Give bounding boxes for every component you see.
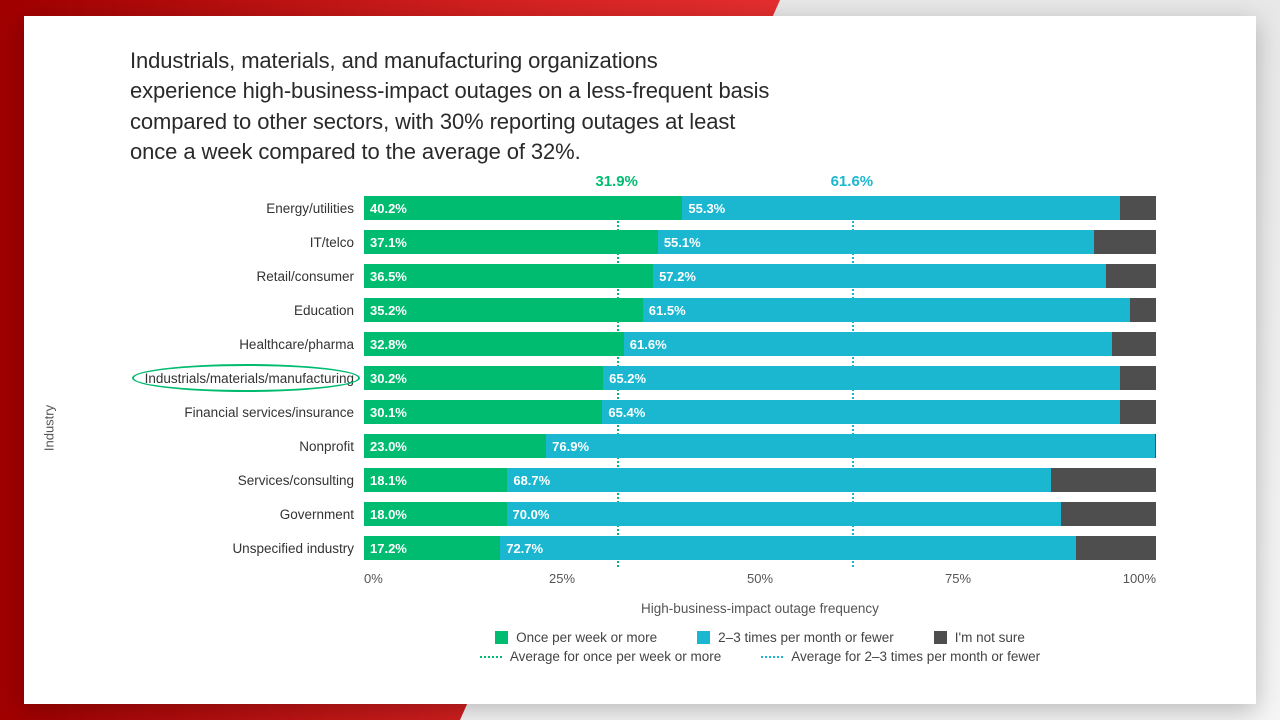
bar-track: 23.0%76.9% (364, 434, 1156, 458)
chart-row: Energy/utilities40.2%55.3% (130, 191, 1156, 225)
bar-track: 18.0%70.0% (364, 502, 1156, 526)
bar-seg-green: 18.0% (364, 502, 507, 526)
legend-label-green: Once per week or more (516, 630, 657, 645)
row-label: Services/consulting (130, 473, 364, 488)
bar-seg-gray (1094, 230, 1156, 254)
swatch-green (495, 631, 508, 644)
swatch-teal (697, 631, 710, 644)
legend-item-green: Once per week or more (495, 630, 657, 645)
bar-seg-teal: 65.4% (602, 400, 1120, 424)
row-label: Unspecified industry (130, 541, 364, 556)
legend-item-teal: 2–3 times per month or fewer (697, 630, 894, 645)
bar-seg-teal: 55.3% (682, 196, 1120, 220)
chart-row: Financial services/insurance30.1%65.4% (130, 395, 1156, 429)
legend-label-gray: I'm not sure (955, 630, 1025, 645)
row-label: Industrials/materials/manufacturing (130, 371, 364, 386)
bar-seg-teal: 68.7% (507, 468, 1051, 492)
bar-track: 40.2%55.3% (364, 196, 1156, 220)
avg-label: 61.6% (831, 173, 874, 190)
x-tick: 100% (1123, 571, 1156, 586)
chart-row: Services/consulting18.1%68.7% (130, 463, 1156, 497)
legend-item-avg-teal: Average for 2–3 times per month or fewer (761, 649, 1040, 664)
headline-text: Industrials, materials, and manufacturin… (130, 46, 770, 167)
x-axis-label: High-business-impact outage frequency (364, 601, 1156, 616)
chart-row: Unspecified industry17.2%72.7% (130, 531, 1156, 565)
chart-row: Retail/consumer36.5%57.2% (130, 259, 1156, 293)
bar-seg-gray (1106, 264, 1156, 288)
bar-seg-gray (1155, 434, 1156, 458)
outage-frequency-chart: Industry 31.9%61.6% Energy/utilities40.2… (130, 191, 1156, 664)
bar-seg-teal: 72.7% (500, 536, 1076, 560)
bar-seg-green: 32.8% (364, 332, 624, 356)
bar-seg-gray (1076, 536, 1156, 560)
bar-seg-green: 36.5% (364, 264, 653, 288)
legend-item-gray: I'm not sure (934, 630, 1025, 645)
bar-seg-green: 23.0% (364, 434, 546, 458)
bar-seg-green: 35.2% (364, 298, 643, 322)
legend-row-averages: Average for once per week or more Averag… (364, 649, 1156, 664)
bar-seg-gray (1120, 366, 1156, 390)
bar-seg-green: 37.1% (364, 230, 658, 254)
chart-rows: Energy/utilities40.2%55.3%IT/telco37.1%5… (130, 191, 1156, 565)
bar-seg-gray (1061, 502, 1156, 526)
row-label: Government (130, 507, 364, 522)
slide-outer: Industrials, materials, and manufacturin… (0, 0, 1280, 720)
bar-seg-teal: 70.0% (507, 502, 1061, 526)
legend-row-series: Once per week or more 2–3 times per mont… (364, 630, 1156, 645)
legend-label-avg-teal: Average for 2–3 times per month or fewer (791, 649, 1040, 664)
bar-seg-teal: 61.6% (624, 332, 1112, 356)
avg-label: 31.9% (595, 173, 638, 190)
bar-seg-green: 30.1% (364, 400, 602, 424)
chart-row: Education35.2%61.5% (130, 293, 1156, 327)
bar-seg-teal: 57.2% (653, 264, 1106, 288)
row-label: Financial services/insurance (130, 405, 364, 420)
bar-track: 30.2%65.2% (364, 366, 1156, 390)
bar-seg-teal: 61.5% (643, 298, 1130, 322)
bar-track: 37.1%55.1% (364, 230, 1156, 254)
swatch-gray (934, 631, 947, 644)
row-label: IT/telco (130, 235, 364, 250)
bar-seg-gray (1130, 298, 1156, 322)
swatch-dot-teal (761, 656, 783, 658)
legend: Once per week or more 2–3 times per mont… (364, 630, 1156, 664)
bar-seg-green: 17.2% (364, 536, 500, 560)
bar-seg-green: 30.2% (364, 366, 603, 390)
bar-track: 30.1%65.4% (364, 400, 1156, 424)
chart-row: Government18.0%70.0% (130, 497, 1156, 531)
row-label: Energy/utilities (130, 201, 364, 216)
bar-track: 32.8%61.6% (364, 332, 1156, 356)
legend-label-avg-green: Average for once per week or more (510, 649, 721, 664)
bar-seg-gray (1051, 468, 1156, 492)
x-tick: 0% (364, 571, 383, 586)
bar-track: 36.5%57.2% (364, 264, 1156, 288)
bar-seg-teal: 65.2% (603, 366, 1119, 390)
bar-seg-green: 40.2% (364, 196, 682, 220)
row-label: Education (130, 303, 364, 318)
bar-seg-teal: 55.1% (658, 230, 1094, 254)
x-tick: 75% (945, 571, 971, 586)
bar-seg-green: 18.1% (364, 468, 507, 492)
row-label: Retail/consumer (130, 269, 364, 284)
row-label: Healthcare/pharma (130, 337, 364, 352)
content-panel: Industrials, materials, and manufacturin… (24, 16, 1256, 704)
bar-track: 17.2%72.7% (364, 536, 1156, 560)
bar-seg-gray (1120, 400, 1156, 424)
chart-row: IT/telco37.1%55.1% (130, 225, 1156, 259)
chart-row: Nonprofit23.0%76.9% (130, 429, 1156, 463)
bar-seg-gray (1112, 332, 1156, 356)
bar-track: 18.1%68.7% (364, 468, 1156, 492)
legend-item-avg-green: Average for once per week or more (480, 649, 721, 664)
chart-row: Industrials/materials/manufacturing30.2%… (130, 361, 1156, 395)
row-label: Nonprofit (130, 439, 364, 454)
bar-seg-gray (1120, 196, 1156, 220)
legend-label-teal: 2–3 times per month or fewer (718, 630, 894, 645)
chart-row: Healthcare/pharma32.8%61.6% (130, 327, 1156, 361)
y-axis-label: Industry (42, 405, 57, 451)
swatch-dot-green (480, 656, 502, 658)
bar-track: 35.2%61.5% (364, 298, 1156, 322)
x-tick: 50% (747, 571, 773, 586)
bar-seg-teal: 76.9% (546, 434, 1155, 458)
x-axis: 0% 25% 50% 75% 100% (364, 571, 1156, 595)
x-tick: 25% (549, 571, 575, 586)
